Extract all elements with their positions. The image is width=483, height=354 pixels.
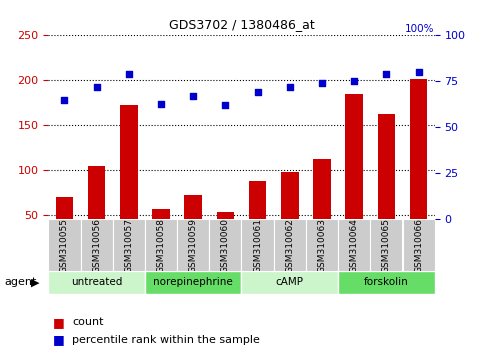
Bar <box>378 114 395 260</box>
Bar <box>242 271 338 294</box>
Bar <box>249 181 267 260</box>
Point <box>286 84 294 90</box>
Text: GSM310066: GSM310066 <box>414 218 423 273</box>
Bar <box>370 219 402 271</box>
Text: norepinephrine: norepinephrine <box>153 277 233 287</box>
Point <box>350 79 358 84</box>
Point <box>125 71 133 77</box>
Bar <box>113 219 145 271</box>
Text: ▶: ▶ <box>31 277 40 287</box>
Bar <box>145 271 242 294</box>
Text: GSM310060: GSM310060 <box>221 218 230 273</box>
Bar <box>242 219 274 271</box>
Point <box>383 71 390 77</box>
Text: GSM310064: GSM310064 <box>350 218 359 273</box>
Bar <box>410 79 427 260</box>
Point <box>93 84 100 90</box>
Bar <box>209 219 242 271</box>
Text: GSM310062: GSM310062 <box>285 218 294 273</box>
Point <box>254 90 261 95</box>
Text: count: count <box>72 317 104 327</box>
Bar <box>56 197 73 260</box>
Bar <box>185 195 202 260</box>
Point <box>157 101 165 106</box>
Text: percentile rank within the sample: percentile rank within the sample <box>72 335 260 345</box>
Point <box>60 97 68 103</box>
Text: 100%: 100% <box>405 24 435 34</box>
Text: ■: ■ <box>53 333 65 346</box>
Bar <box>145 219 177 271</box>
Text: GSM310057: GSM310057 <box>124 218 133 273</box>
Bar <box>274 219 306 271</box>
Point <box>318 80 326 86</box>
Text: ■: ■ <box>53 316 65 329</box>
Text: GSM310061: GSM310061 <box>253 218 262 273</box>
Bar <box>88 166 105 260</box>
Text: agent: agent <box>5 277 37 287</box>
Text: cAMP: cAMP <box>276 277 304 287</box>
Text: untreated: untreated <box>71 277 122 287</box>
Bar <box>120 105 138 260</box>
Text: GSM310056: GSM310056 <box>92 218 101 273</box>
Bar <box>216 212 234 260</box>
Point <box>415 69 423 75</box>
Text: GSM310065: GSM310065 <box>382 218 391 273</box>
Bar <box>281 172 298 260</box>
Bar <box>152 209 170 260</box>
Title: GDS3702 / 1380486_at: GDS3702 / 1380486_at <box>169 18 314 32</box>
Bar <box>81 219 113 271</box>
Bar <box>306 219 338 271</box>
Text: forskolin: forskolin <box>364 277 409 287</box>
Bar <box>48 271 145 294</box>
Bar <box>48 219 81 271</box>
Bar <box>313 159 331 260</box>
Point <box>189 93 197 99</box>
Text: GSM310055: GSM310055 <box>60 218 69 273</box>
Bar <box>177 219 209 271</box>
Text: GSM310059: GSM310059 <box>189 218 198 273</box>
Text: GSM310063: GSM310063 <box>317 218 327 273</box>
Text: GSM310058: GSM310058 <box>156 218 166 273</box>
Point <box>222 103 229 108</box>
Bar <box>402 219 435 271</box>
Bar <box>338 271 435 294</box>
Bar <box>345 94 363 260</box>
Bar <box>338 219 370 271</box>
